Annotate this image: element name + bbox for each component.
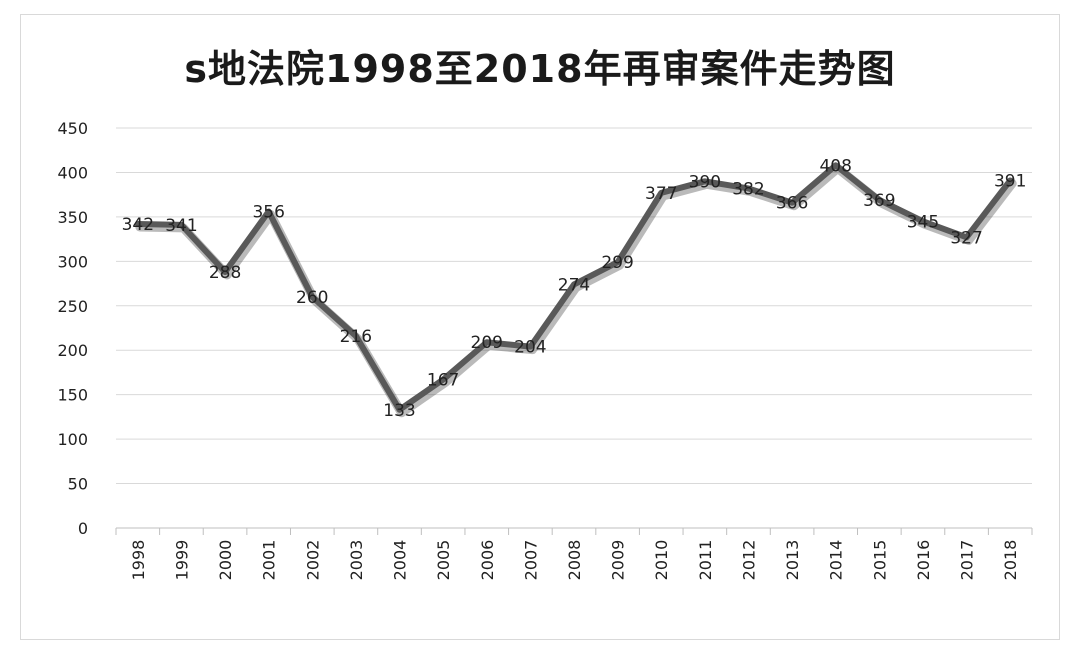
x-tick-label: 2000 [216,540,235,581]
x-tick-label: 2013 [783,540,802,581]
data-label: 408 [819,156,851,176]
y-tick-label: 300 [57,252,88,271]
x-tick-label: 2001 [260,540,279,581]
data-label: 342 [122,215,154,235]
x-tick-label: 2011 [696,540,715,581]
y-tick-label: 150 [57,386,88,405]
y-tick-label: 50 [68,475,88,494]
x-tick-label: 1999 [172,540,191,581]
x-axis [115,527,1033,535]
data-label: 377 [645,184,677,204]
gridlines [116,127,1032,485]
data-label: 133 [383,401,415,421]
data-label: 167 [427,371,459,391]
data-label: 356 [252,203,284,223]
x-tick-label: 2017 [958,540,977,581]
x-tick-label: 2004 [391,540,410,581]
x-tick-label: 2016 [914,540,933,581]
y-axis-ticks: 0 50 100 150 200 250 300 350 400 450 [57,119,88,538]
x-tick-label: 2007 [521,540,540,581]
data-labels: 342 341 288 356 260 216 133 167 209 204 274 299 377 3… [122,156,1027,420]
y-tick-label: 200 [57,341,88,360]
x-tick-label: 2010 [652,540,671,581]
data-label: 366 [776,194,808,214]
series-group [134,162,1017,418]
data-label: 299 [601,253,633,273]
x-tick-label: 2009 [609,540,628,581]
data-label: 204 [514,338,546,358]
y-tick-label: 450 [57,119,88,138]
x-tick-label: 1998 [129,540,148,581]
data-label: 288 [209,263,241,283]
y-tick-label: 100 [57,430,88,449]
data-label: 369 [863,191,895,211]
x-tick-label: 2012 [739,540,758,581]
y-tick-label: 400 [57,163,88,182]
x-tick-label: 2014 [827,540,846,581]
chart-frame [20,14,1060,640]
x-tick-label: 2002 [303,540,322,581]
x-axis-ticks: 1998 1999 2000 2001 2002 2003 2004 2005 2006 2007… [129,540,1020,581]
data-label: 216 [340,327,372,347]
x-tick-label: 2015 [870,540,889,581]
y-tick-label: 350 [57,208,88,227]
data-label: 274 [558,275,590,295]
data-label: 209 [471,333,503,353]
data-label: 382 [732,179,764,199]
data-label: 390 [689,172,721,192]
data-label: 260 [296,288,328,308]
x-tick-label: 2006 [478,540,497,581]
data-label: 327 [950,228,982,248]
x-tick-label: 2018 [1001,540,1020,581]
data-label: 341 [165,216,197,236]
y-tick-label: 0 [78,519,88,538]
data-label: 391 [994,171,1026,191]
x-tick-label: 2005 [434,540,453,581]
series-line [134,162,1014,413]
y-tick-label: 250 [57,297,88,316]
chart-title: s地法院1998至2018年再审案件走势图 [184,47,896,91]
x-tick-label: 2008 [565,540,584,581]
x-tick-label: 2003 [347,540,366,581]
data-label: 345 [907,212,939,232]
